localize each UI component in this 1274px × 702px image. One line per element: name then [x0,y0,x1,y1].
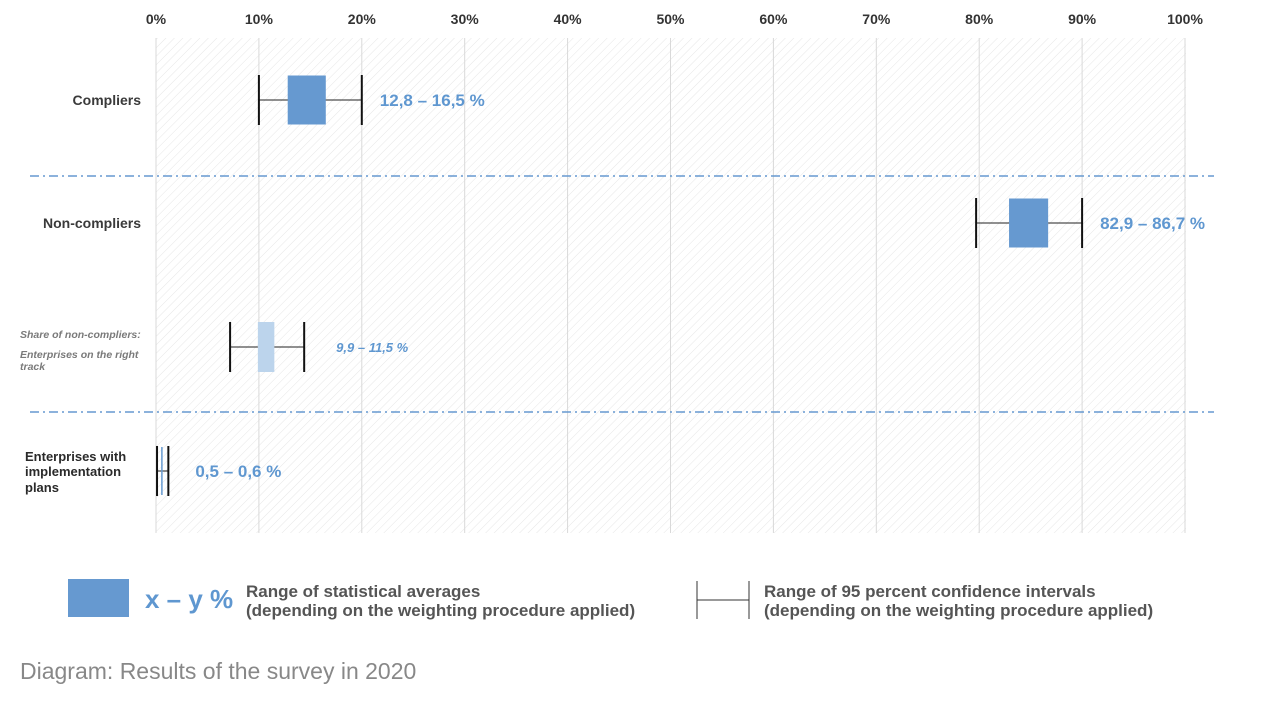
category-label: Share of non-compliers: [20,329,141,341]
category-label: plans [25,480,59,495]
legend-range-sample: x – y % [145,584,234,614]
legend-average-text: Range of statistical averages (depending… [246,582,635,620]
range-row: Non-compliers 82,9 – 86,7 % [43,198,1205,248]
x-tick-label: 0% [146,11,167,27]
x-tick-label: 20% [348,11,377,27]
legend-average-swatch [68,579,129,617]
range-value-label: 82,9 – 86,7 % [1100,214,1205,233]
category-label: Non-compliers [43,215,141,231]
category-label: Compliers [73,92,142,108]
range-chart: 0% 10% 20% 30% 40% 50% 60% 70% 80% 90% 100% Compli… [20,11,1214,533]
legend-ci-line2: (depending on the weighting procedure ap… [764,601,1154,620]
x-tick-label: 80% [965,11,994,27]
x-tick-label: 60% [759,11,788,27]
x-tick-label: 10% [245,11,274,27]
legend-average-line1: Range of statistical averages [246,582,481,601]
average-range-box [1009,198,1049,248]
category-label: track [20,361,46,373]
category-label: Enterprises with [25,449,126,464]
category-label: Enterprises on the right [20,349,139,361]
range-row: Compliers 12,8 – 16,5 % [73,75,485,125]
x-tick-label: 70% [862,11,891,27]
average-range-box [287,75,326,125]
range-value-label: 0,5 – 0,6 % [195,462,281,481]
legend-ci-line1: Range of 95 percent confidence intervals [764,582,1096,601]
x-tick-label: 90% [1068,11,1097,27]
x-tick-label: 30% [451,11,480,27]
range-value-label: 9,9 – 11,5 % [336,340,408,355]
x-tick-label: 40% [554,11,583,27]
confidence-interval-icon [696,581,750,619]
range-value-label: 12,8 – 16,5 % [380,91,485,110]
x-tick-label: 50% [656,11,685,27]
legend-average-line2: (depending on the weighting procedure ap… [246,601,636,620]
diagram-caption: Diagram: Results of the survey in 2020 [20,658,417,684]
average-range-box [257,322,275,372]
category-label: implementation [25,464,121,479]
range-row: Share of non-compliers: Enterprises on th… [20,322,409,373]
x-tick-label: 100% [1167,11,1203,27]
legend-ci-text: Range of 95 percent confidence intervals… [764,582,1153,620]
average-range-box [161,447,163,495]
